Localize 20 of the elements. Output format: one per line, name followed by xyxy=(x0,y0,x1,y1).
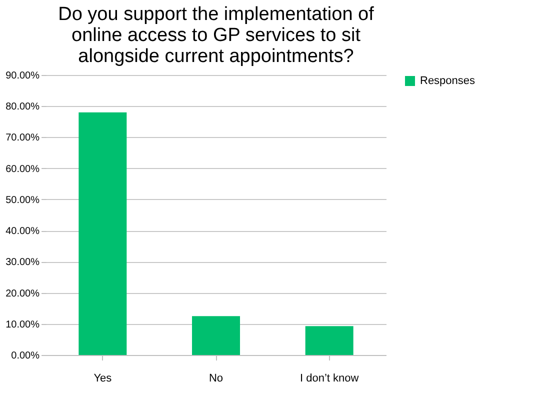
x-tick-label: No xyxy=(208,372,224,384)
y-tick-label: 10.00% xyxy=(6,319,40,330)
y-tick-label: 20.00% xyxy=(6,288,40,300)
y-tick-label: 80.00% xyxy=(6,102,40,113)
y-tick-label: 0.00% xyxy=(11,350,40,362)
bar xyxy=(78,112,127,355)
text: alongside current appointments? xyxy=(78,46,354,67)
x-tick-label: Yes xyxy=(94,372,112,384)
y-tick-label: 70.00% xyxy=(6,132,40,144)
y-tick-label: 30.00% xyxy=(6,257,40,268)
text: Do you support the implementation of xyxy=(58,4,374,25)
bar xyxy=(305,326,354,355)
y-tick-label: 40.00% xyxy=(6,226,40,238)
text: online access to GP services to sit xyxy=(72,25,360,46)
bar xyxy=(192,316,240,355)
legend-label: Responses xyxy=(420,75,476,87)
x-tick-label: I don’t know xyxy=(300,372,359,384)
y-tick-label: 60.00% xyxy=(6,164,40,175)
y-tick-label: 50.00% xyxy=(6,194,40,206)
y-tick-label: 90.00% xyxy=(6,70,40,82)
